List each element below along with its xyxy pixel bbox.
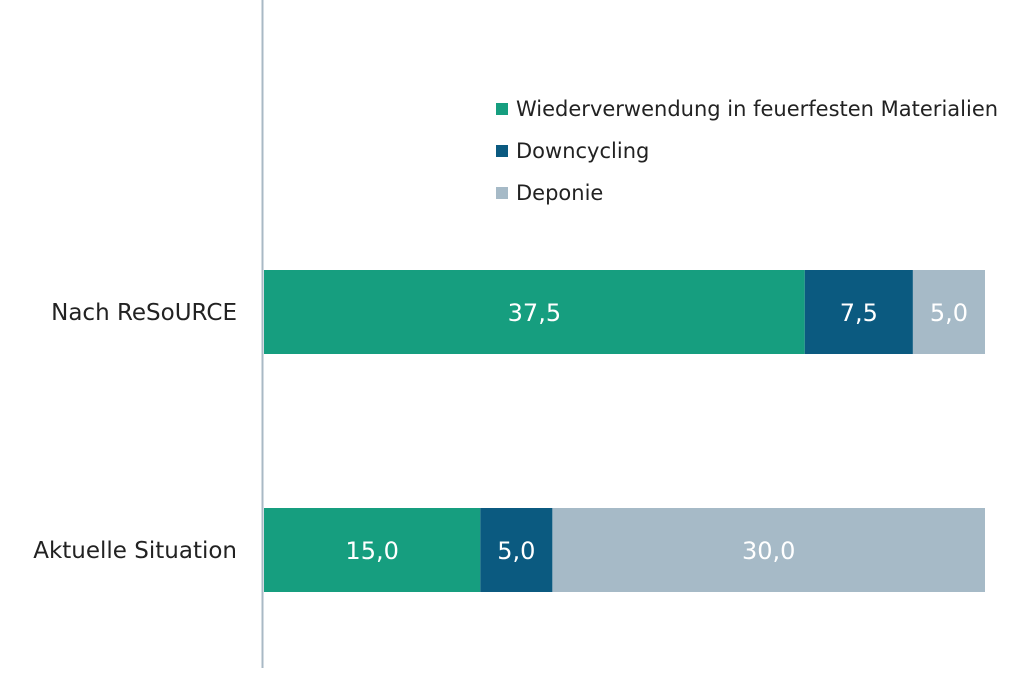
- bars-layer: [264, 270, 985, 592]
- bar-aktuelle-situation-wiederverwendung: [264, 508, 481, 592]
- data-labels-layer: 37,5 7,5 5,0 15,0 5,0 30,0: [345, 299, 968, 565]
- data-label-nach-resource-deponie: 5,0: [930, 299, 968, 327]
- data-label-aktuelle-situation-wiederverwendung: 15,0: [345, 537, 398, 565]
- legend-swatch-deponie: [496, 187, 508, 199]
- category-labels-layer: Nach ReSoURCE Aktuelle Situation: [33, 300, 237, 564]
- bar-nach-resource-wiederverwendung: [264, 270, 805, 354]
- bar-aktuelle-situation-downcycling: [480, 508, 553, 592]
- data-label-nach-resource-wiederverwendung: 37,5: [508, 299, 561, 327]
- legend-swatch-wiederverwendung: [496, 103, 508, 115]
- legend-item-downcycling: Downcycling: [496, 130, 998, 172]
- category-label-nach-resource: Nach ReSoURCE: [51, 300, 237, 326]
- bar-aktuelle-situation-deponie: [552, 508, 985, 592]
- data-label-nach-resource-downcycling: 7,5: [840, 299, 878, 327]
- category-label-aktuelle-situation: Aktuelle Situation: [33, 538, 237, 564]
- bar-nach-resource-downcycling: [804, 270, 913, 354]
- data-label-aktuelle-situation-downcycling: 5,0: [497, 537, 535, 565]
- data-label-aktuelle-situation-deponie: 30,0: [742, 537, 795, 565]
- legend-item-deponie: Deponie: [496, 172, 998, 214]
- legend-item-wiederverwendung: Wiederverwendung in feuerfesten Material…: [496, 88, 998, 130]
- legend-label-downcycling: Downcycling: [516, 139, 650, 163]
- legend-label-deponie: Deponie: [516, 181, 604, 205]
- legend-label-wiederverwendung: Wiederverwendung in feuerfesten Material…: [516, 97, 999, 121]
- legend-swatch-downcycling: [496, 145, 508, 157]
- legend: Wiederverwendung in feuerfesten Material…: [496, 88, 998, 214]
- bar-nach-resource-deponie: [912, 270, 985, 354]
